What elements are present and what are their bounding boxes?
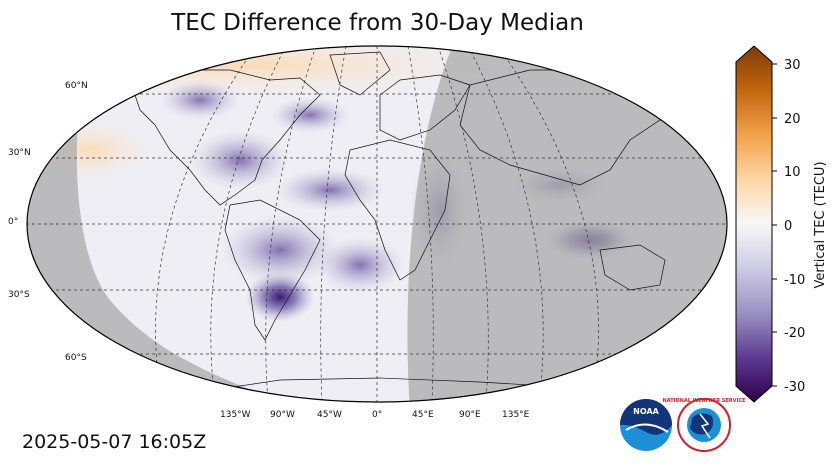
lat-label-60s: 60°S: [65, 353, 87, 363]
lat-label-30s: 30°S: [8, 290, 30, 300]
cb-tick-m30: -30: [784, 380, 805, 395]
lat-label-60n: 60°N: [65, 81, 88, 91]
timestamp: 2025-05-07 16:05Z: [22, 431, 207, 453]
lat-label-0: 0°: [8, 217, 18, 227]
cb-tick-10: 10: [784, 165, 801, 180]
noaa-logo-text: NOAA: [633, 407, 659, 416]
noaa-logo: NOAA: [620, 399, 672, 451]
cb-tick-m20: -20: [784, 326, 805, 341]
chart-title: TEC Difference from 30-Day Median: [171, 10, 584, 36]
nws-logo-text: NATIONAL WEATHER SERVICE: [663, 398, 746, 404]
lon-label-135e: 135°E: [502, 410, 530, 420]
lon-label-0: 0°: [372, 410, 382, 420]
lon-label-90w: 90°W: [270, 410, 295, 420]
globe-fill: [27, 46, 727, 402]
lat-label-30n: 30°N: [8, 148, 31, 158]
nws-logo: NATIONAL WEATHER SERVICE: [663, 398, 746, 452]
lon-label-135w: 135°W: [220, 410, 251, 420]
cb-tick-30: 30: [784, 58, 801, 73]
cb-tick-0: 0: [784, 219, 792, 234]
colorbar-bar: [735, 45, 773, 403]
colorbar: 30 20 10 0 -10 -20 -30 Vertical TEC (TEC…: [735, 45, 828, 403]
globe-outline: [26, 45, 728, 403]
lon-label-45e: 45°E: [412, 410, 434, 420]
colorbar-label: Vertical TEC (TECU): [813, 161, 828, 288]
cb-tick-m10: -10: [784, 273, 805, 288]
lon-label-45w: 45°W: [317, 410, 342, 420]
lon-label-90e: 90°E: [459, 410, 481, 420]
cb-tick-20: 20: [784, 112, 801, 127]
